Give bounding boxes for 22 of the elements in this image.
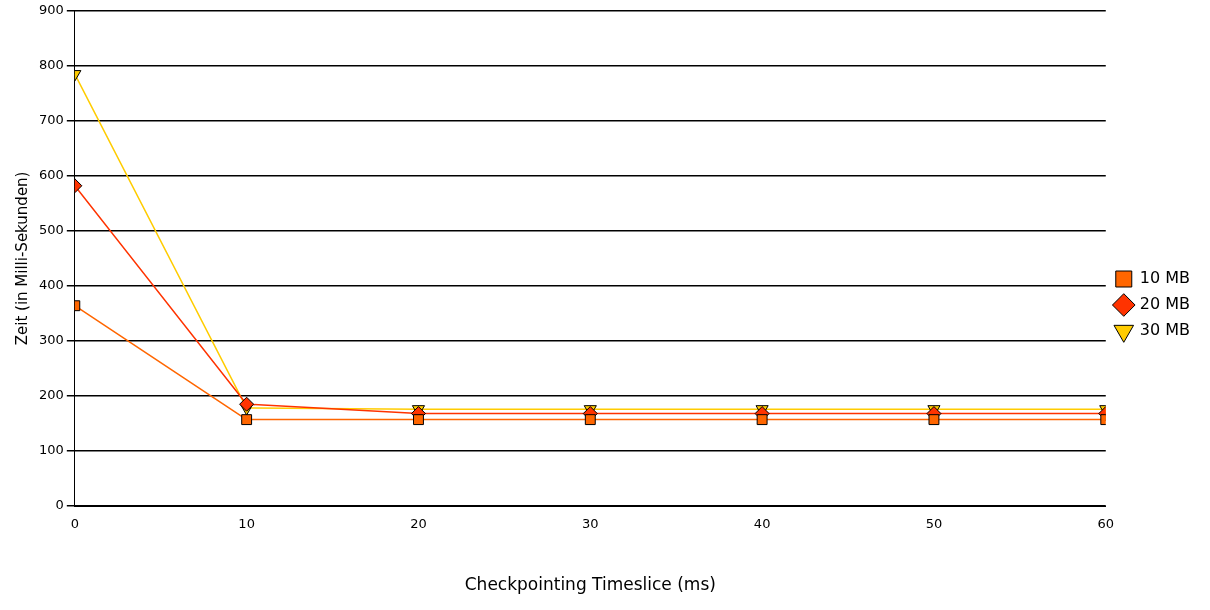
y-tick-label: 0 [55,497,64,513]
x-tick-label: 60 [1097,516,1115,532]
x-axis-title: Checkpointing Timeslice (ms) [464,574,716,595]
x-tick-label: 0 [70,516,79,532]
x-tick-label: 20 [410,516,427,532]
y-tick-label: 800 [38,57,64,73]
x-tick-label: 10 [238,516,255,532]
x-tick-label: 30 [582,516,599,532]
y-tick-label: 100 [38,442,64,458]
y-axis-title: Zeit (in Milli-Sekunden) [12,171,31,346]
y-tick-label: 700 [38,112,64,128]
y-tick-label: 500 [38,222,64,238]
legend-label: 10 MB [1139,268,1191,288]
legend-label: 30 MB [1139,320,1191,340]
x-tick-label: 40 [753,516,771,532]
legend-label: 20 MB [1139,294,1191,314]
x-tick-label: 50 [925,516,943,532]
y-tick-label: 900 [38,2,64,18]
y-tick-label: 400 [38,277,64,293]
y-tick-label: 600 [38,167,64,183]
y-tick-label: 300 [38,332,64,348]
y-tick-label: 200 [38,387,64,403]
